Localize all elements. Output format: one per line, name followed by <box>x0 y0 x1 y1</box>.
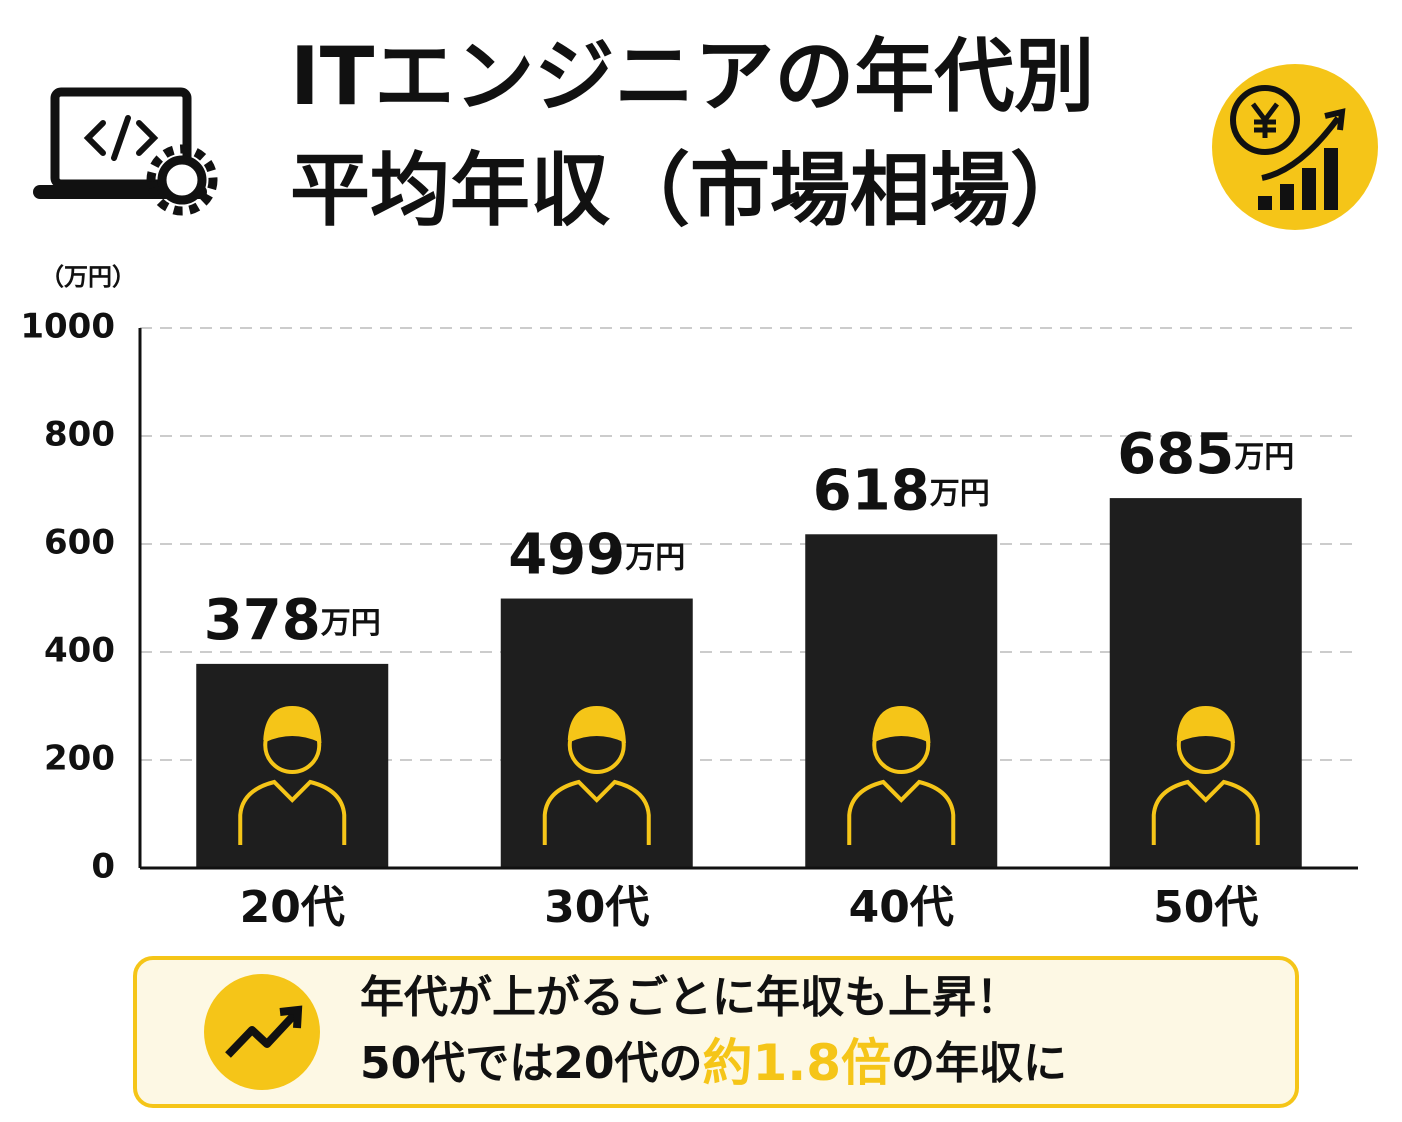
x-tick-label: 50代 <box>1153 882 1258 933</box>
y-tick-label: 800 <box>44 415 115 455</box>
y-tick-label: 200 <box>44 739 115 779</box>
value-label: 378万円 <box>204 588 381 653</box>
person-body <box>238 779 347 845</box>
person-body <box>847 779 956 845</box>
y-axis-unit: （万円） <box>40 263 136 291</box>
person-icon <box>542 705 651 845</box>
y-tick-label: 0 <box>91 847 115 887</box>
person-body <box>1151 779 1260 845</box>
value-label: 499万円 <box>508 523 685 588</box>
y-tick-label: 1000 <box>20 307 115 347</box>
person-hair <box>872 705 931 744</box>
annotation-box <box>133 956 1299 1108</box>
coin-growth-icon <box>1212 64 1378 230</box>
x-tick-label: 20代 <box>240 882 345 933</box>
annotation-text: 50代では20代の約1.8倍の年収に <box>360 1034 1067 1092</box>
bar <box>196 663 389 868</box>
annotation-segment: 50代では20代の <box>360 1038 702 1089</box>
annotation-text: 年代が上がるごとに年収も上昇！ <box>360 972 1020 1023</box>
y-tick-label: 600 <box>44 523 115 563</box>
annotation-segment: の年収に <box>891 1038 1067 1089</box>
person-icon <box>847 705 956 845</box>
person-hair <box>567 705 626 744</box>
bar <box>805 534 998 868</box>
trend-icon <box>204 974 320 1090</box>
x-tick-label: 40代 <box>849 882 954 933</box>
annotation-highlight: 約1.8倍 <box>702 1034 891 1092</box>
person-icon <box>238 705 347 845</box>
laptop-icon <box>33 87 218 216</box>
bar <box>1109 498 1302 868</box>
chart-title: 平均年収（市場相場） <box>290 144 1090 237</box>
person-body <box>542 779 651 845</box>
y-tick-label: 400 <box>44 631 115 671</box>
x-tick-label: 30代 <box>544 882 649 933</box>
value-label: 685万円 <box>1117 422 1294 487</box>
person-icon <box>1151 705 1260 845</box>
chart-title: ITエンジニアの年代別 <box>290 30 1094 123</box>
person-hair <box>1176 705 1235 744</box>
person-hair <box>263 705 322 744</box>
value-label: 618万円 <box>813 458 990 523</box>
